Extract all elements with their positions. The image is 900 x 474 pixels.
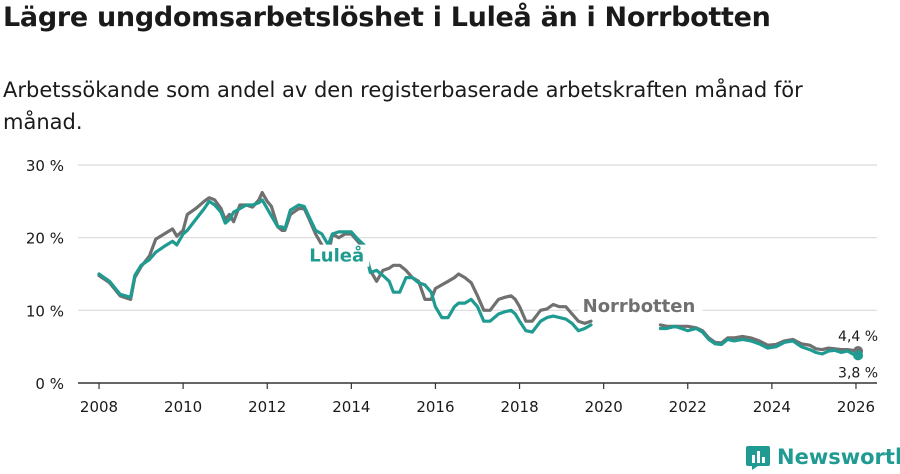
series-lines (97, 191, 864, 361)
newsworthy-logo-icon (746, 446, 770, 470)
series-line-lulea (97, 198, 593, 334)
gridlines (78, 164, 877, 311)
series-label-lulea: Luleå (309, 245, 364, 267)
x-tick-label: 2008 (80, 398, 118, 416)
x-tick-label: 2026 (837, 398, 875, 416)
series-labels: Norrbotten 4,4 % Luleå 3,8 % (305, 244, 878, 381)
x-tick-label: 2016 (416, 398, 454, 416)
series-label-background (305, 244, 370, 267)
x-tick-label: 2012 (248, 398, 286, 416)
x-axis-ticks: 2008 2010 2012 2014 2016 2018 2020 2022 2024 2026 (80, 383, 875, 416)
end-value-norrbotten: 4,4 % (838, 329, 878, 345)
x-tick-label: 2014 (332, 398, 370, 416)
y-tick-label: 0 % (35, 375, 64, 393)
y-tick-label: 20 % (26, 230, 64, 248)
x-tick-label: 2024 (753, 398, 791, 416)
series-line-norrbotten (97, 191, 593, 325)
x-tick-label: 2022 (669, 398, 707, 416)
chart-title: Lägre ungdomsarbetslöshet i Luleå än i N… (3, 2, 771, 33)
series-label-background (578, 294, 703, 317)
brand-name: Newsworthy (777, 445, 900, 469)
chart-subtitle: Arbetssökande som andel av den registerb… (3, 78, 803, 134)
series-line-lulea (658, 324, 860, 357)
newsworthy-logo[interactable]: Newsworthy (745, 442, 900, 472)
x-tick-label: 2020 (585, 398, 623, 416)
y-tick-label: 10 % (26, 302, 64, 320)
x-tick-label: 2018 (500, 398, 538, 416)
y-tick-label: 30 % (26, 157, 64, 175)
y-axis-ticks: 0 % 10 % 20 % 30 % (26, 157, 64, 393)
end-value-lulea: 3,8 % (838, 365, 878, 381)
series-label-norrbotten: Norrbotten (583, 296, 696, 317)
x-tick-label: 2010 (164, 398, 202, 416)
series-line-norrbotten (658, 323, 860, 353)
end-point-lulea (853, 350, 864, 361)
